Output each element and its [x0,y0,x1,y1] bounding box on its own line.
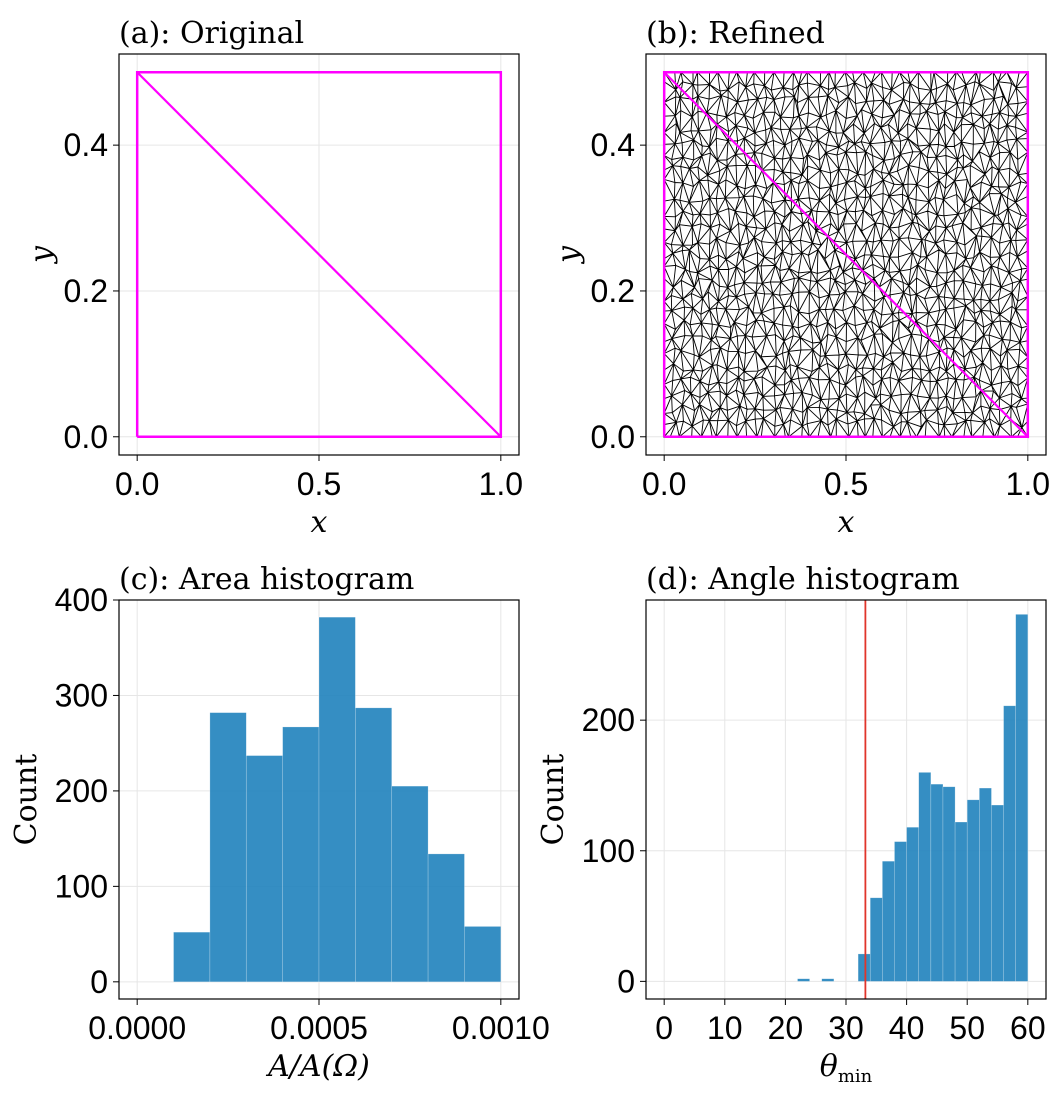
panel-title: (c): Area histogram [119,562,414,597]
y-tick-label: 0.0 [64,419,108,455]
x-tick-label: 1.0 [479,466,523,502]
x-tick-label: 0 [655,1010,673,1046]
histogram-bar [857,953,871,982]
histogram-bar [821,978,835,982]
x-tick-label: 10 [707,1010,743,1046]
plot-area [173,616,502,983]
x-tick-label: 40 [889,1010,925,1046]
y-tick-label: 0 [90,964,108,1000]
histogram-bar [979,787,992,982]
panel-c: 0.0000 0.0005 0.0010 0 100 200 300 400 (c): Area… [9,562,550,1084]
histogram-bar [894,841,907,982]
histogram-bar [464,926,502,983]
y-tick-label: 100 [582,833,635,869]
histogram-bar [930,783,944,982]
y-tick-label: 0.4 [64,127,108,163]
histogram-bar [209,712,247,983]
histogram-bar [918,772,932,982]
y-tick-label: 0.2 [591,273,635,309]
plot-area [135,70,503,439]
histogram-bar [1015,614,1029,982]
histogram-bar [427,853,465,983]
y-tick-label: 100 [55,868,108,904]
domain-boundary [135,70,503,439]
x-axis-label-main: θ [820,1049,838,1084]
panel-a: 0.0 0.5 1.0 0.0 0.2 0.4 (a): Original x y [24,16,523,540]
y-axis-label: Count [536,754,571,846]
histogram-bar [245,755,283,983]
histogram-bar [991,804,1004,982]
histogram-bar [1003,705,1016,982]
diagonal-segment [663,71,1029,438]
panel-title: (d): Angle histogram [646,562,960,597]
y-tick-label: 0.4 [591,127,635,163]
y-tick-label: 200 [582,702,635,738]
x-tick-label: 30 [828,1010,864,1046]
y-tick-label: 200 [55,773,108,809]
x-tick-label: 1.0 [1006,466,1050,502]
x-tick-label: 50 [949,1010,985,1046]
histogram-bar [797,978,810,982]
panel-b: 0.0 0.5 1.0 0.0 0.2 0.4 (b): Refined x y [551,16,1050,540]
y-axis-label: y [551,245,586,265]
histogram-bar [942,786,956,982]
histogram-bar [355,707,393,983]
y-tick-label: 0 [617,963,635,999]
x-tick-label: 20 [768,1010,804,1046]
x-tick-label: 0.0005 [270,1010,368,1046]
x-axis-label: A/A(Ω) [265,1049,370,1084]
diagonal-segment [136,71,502,438]
y-tick-label: 300 [55,677,108,713]
x-tick-label: 0.5 [824,466,868,502]
x-tick-label: 0.5 [297,466,341,502]
x-axis-label: x [311,505,328,540]
histogram-bar [282,726,320,983]
y-axis-label: Count [9,754,44,846]
histogram-bar [869,897,883,982]
x-tick-label: 0.0000 [88,1010,186,1046]
x-tick-label: 60 [1010,1010,1046,1046]
histogram-bar [173,931,211,983]
plot-area [662,70,1030,439]
panel-d: 0 10 20 30 40 50 60 0 100 200 (d): Angle histogram… [536,562,1047,1087]
y-tick-label: 0.2 [64,273,108,309]
x-tick-label: 0.0 [115,466,159,502]
x-axis-label: θmin [820,1049,873,1087]
histogram-bar [318,616,356,983]
x-tick-label: 0.0010 [452,1010,550,1046]
histogram-bar [391,785,429,983]
histogram-bar [954,821,968,982]
x-tick-label: 0.0 [642,466,686,502]
x-axis-label-subscript: min [838,1066,873,1087]
panel-title: (b): Refined [646,16,825,51]
histogram-bar [966,799,980,982]
y-tick-label: 0.0 [591,419,635,455]
plot-area [797,600,1029,999]
histogram-bar [906,826,920,982]
x-axis-label: x [838,505,855,540]
y-tick-label: 400 [55,582,108,618]
domain-boundary [662,70,1030,439]
y-axis-label: y [24,245,59,265]
histogram-bar [882,860,895,982]
panel-title: (a): Original [119,16,304,51]
